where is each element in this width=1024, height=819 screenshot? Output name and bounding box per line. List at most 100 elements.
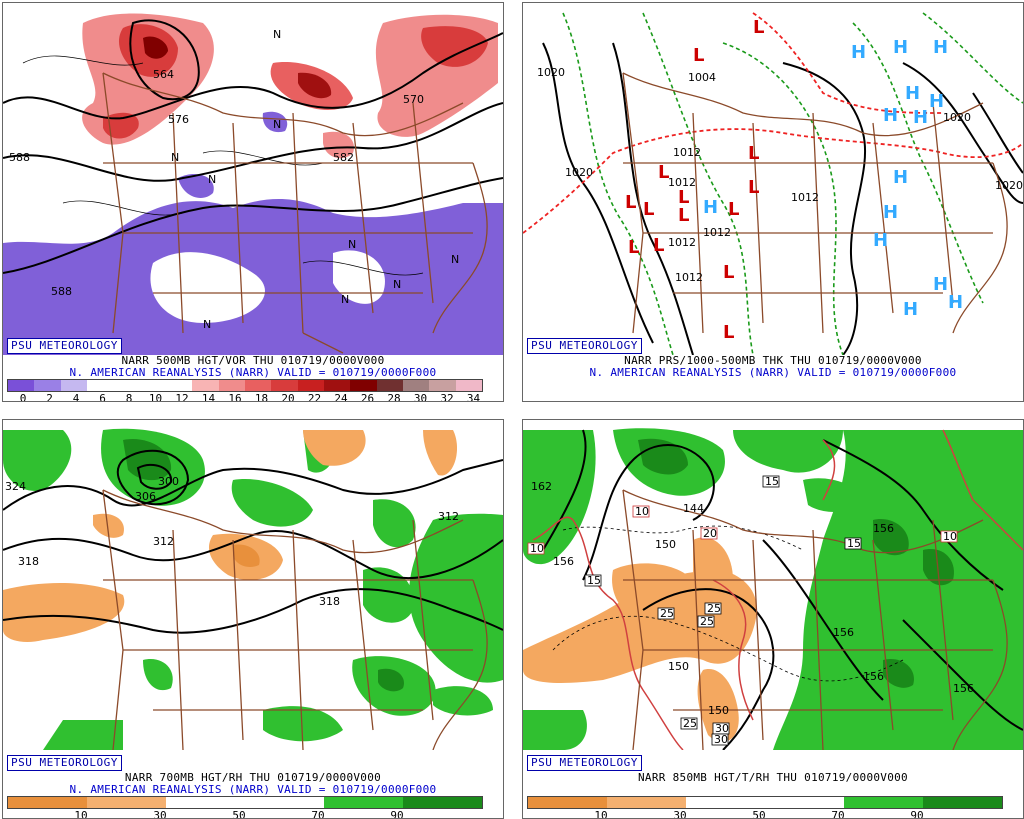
height-label: 162 (531, 480, 552, 493)
contour-label: 582 (333, 151, 354, 164)
temp-label: 10 (530, 542, 544, 555)
scale-tick-label: 10 (148, 392, 163, 402)
rh-scale-ticks: 10 30 50 70 90 (3, 809, 503, 819)
isobar-label: 1012 (703, 226, 731, 239)
scale-swatch (244, 380, 272, 391)
low-pressure-symbol: L (723, 262, 734, 283)
height-label: 156 (953, 682, 974, 695)
temp-label: 10 (635, 505, 649, 518)
high-pressure-symbol: H (929, 91, 944, 112)
low-pressure-symbol: L (748, 143, 759, 164)
temp-label: 30 (714, 733, 728, 746)
height-label: 156 (833, 626, 854, 639)
vorticity-scale-ticks: 0 2 4 6 8 10 12 14 16 18 20 22 24 26 28 30 32 34 (3, 392, 503, 402)
panel-title: NARR PRS/1000-500MB THK THU 010719/0000V… (624, 354, 922, 367)
low-pressure-symbol: L (628, 237, 639, 258)
scale-tick-label: 28 (387, 392, 401, 402)
scale-swatch (686, 797, 765, 808)
low-pressure-symbol: L (748, 177, 759, 198)
vorticity-color-scale (7, 379, 483, 392)
high-pressure-symbol: H (933, 37, 948, 58)
scale-tick-label: 20 (281, 392, 295, 402)
scale-tick-label: 90 (910, 809, 924, 819)
scale-swatch (166, 797, 245, 808)
isobar-label: 1012 (673, 146, 701, 159)
scale-swatch (245, 797, 324, 808)
scale-swatch (323, 380, 351, 391)
high-pressure-symbol: H (913, 107, 928, 128)
scale-tick-label: 30 (413, 392, 428, 402)
low-pressure-symbol: L (693, 45, 704, 66)
height-label: 306 (135, 490, 156, 503)
panel-subtitle: N. AMERICAN REANALYSIS (NARR) VALID = 01… (589, 366, 957, 379)
scale-tick-label: 2 (46, 392, 53, 402)
height-label: 300 (158, 475, 179, 488)
temp-label: 30 (715, 722, 729, 735)
height-label: 156 (863, 670, 884, 683)
scale-swatch (34, 380, 61, 391)
height-label: 318 (319, 595, 340, 608)
isobar-label: 1012 (791, 191, 819, 204)
isobar-label: 1012 (668, 236, 696, 249)
height-label: 150 (708, 704, 729, 717)
scale-swatch (403, 797, 482, 808)
low-pressure-symbol: L (753, 17, 764, 38)
low-pressure-symbol: L (678, 187, 689, 208)
low-pressure-symbol: L (643, 199, 654, 220)
scale-swatch (528, 797, 607, 808)
contour-label: 576 (168, 113, 189, 126)
height-label: 324 (5, 480, 26, 493)
temp-label: 15 (765, 475, 779, 488)
low-pressure-symbol: L (658, 162, 669, 183)
scale-tick-label: 24 (334, 392, 348, 402)
scale-swatch (218, 380, 245, 391)
scale-swatch (87, 797, 166, 808)
temp-label: 15 (587, 574, 601, 587)
contour-label: 564 (153, 68, 174, 81)
panel-title: NARR 700MB HGT/RH THU 010719/0000V000 (124, 771, 382, 784)
high-pressure-symbol: H (903, 299, 918, 320)
low-pressure-symbol: L (625, 192, 636, 213)
map-700mb-rh: 324 318 306 312 300 312 318 318 (3, 420, 503, 750)
scale-tick-label: 14 (201, 392, 216, 402)
low-pressure-symbol: L (728, 199, 739, 220)
low-pressure-symbol: L (653, 235, 664, 256)
vorticity-marker: N (451, 253, 459, 266)
psu-meteorology-badge: PSU METEOROLOGY (7, 755, 122, 771)
temp-label: 10 (943, 530, 957, 543)
panel-850mb-temp-rh: 162 156 144 150 150 156 156 156 150 156 … (522, 419, 1024, 819)
scale-swatch (139, 380, 166, 391)
scale-swatch (8, 797, 87, 808)
temp-label: 25 (700, 615, 714, 628)
temp-label: 20 (703, 527, 717, 540)
scale-swatch (607, 797, 686, 808)
scale-swatch (8, 380, 35, 391)
high-pressure-symbol: H (905, 83, 920, 104)
scale-swatch (113, 380, 140, 391)
scale-swatch (376, 380, 403, 391)
scale-tick-label: 50 (752, 809, 766, 819)
scale-swatch (923, 797, 1002, 808)
scale-swatch (165, 380, 193, 391)
isobar-label: 1020 (537, 66, 565, 79)
height-label: 150 (655, 538, 676, 551)
isobar-label: 1004 (688, 71, 716, 84)
scale-tick-label: 90 (390, 809, 404, 819)
isobar-label: 1020 (943, 111, 971, 124)
scale-tick-label: 10 (594, 809, 608, 819)
high-pressure-symbol: H (703, 197, 718, 218)
high-pressure-symbol: H (883, 105, 898, 126)
high-pressure-symbol: H (933, 274, 948, 295)
vorticity-marker: N (208, 173, 216, 186)
height-label: 144 (683, 502, 704, 515)
scale-swatch (324, 797, 403, 808)
scale-swatch (455, 380, 482, 391)
high-pressure-symbol: H (873, 230, 888, 251)
psu-meteorology-badge: PSU METEOROLOGY (527, 338, 642, 354)
high-pressure-symbol: H (948, 292, 963, 313)
vorticity-marker: N (273, 118, 281, 131)
rh-color-scale (7, 796, 483, 809)
scale-swatch (402, 380, 430, 391)
scale-tick-label: 4 (72, 392, 80, 402)
high-pressure-symbol: H (851, 42, 866, 63)
